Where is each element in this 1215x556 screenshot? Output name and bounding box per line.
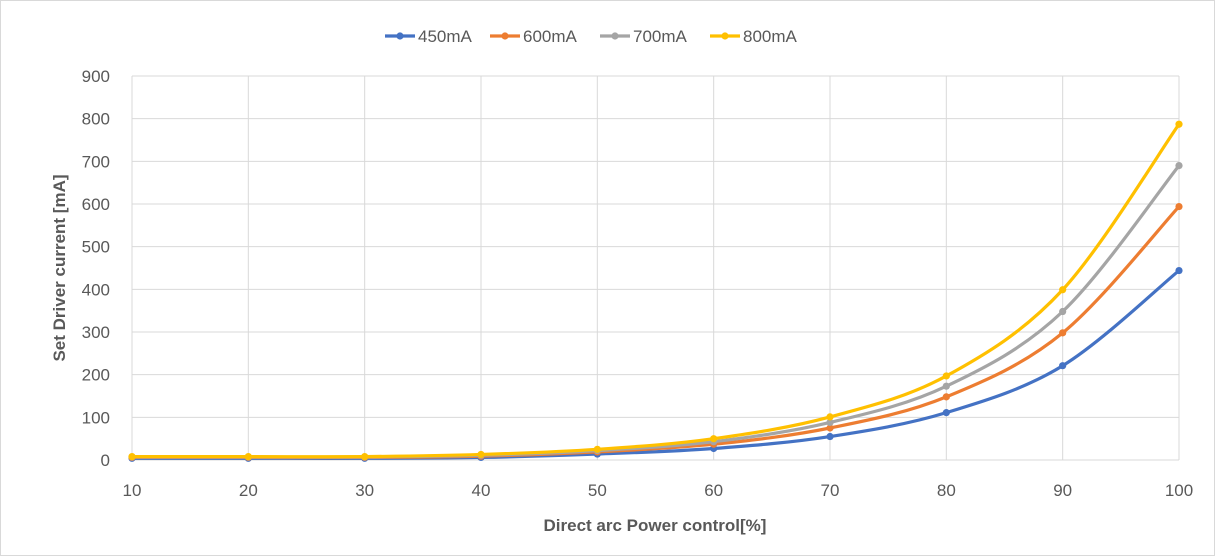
series-lines: [128, 120, 1183, 462]
series-800mA: [128, 120, 1183, 461]
data-point: [1175, 266, 1183, 275]
legend: 450mA 600mA 700mA 800mA: [385, 27, 798, 46]
data-point: [1059, 307, 1067, 316]
y-tick-label: 500: [82, 238, 110, 257]
data-point: [244, 452, 252, 461]
series-line: [130, 268, 1181, 460]
x-tick-label: 80: [937, 481, 956, 500]
x-tick-label: 70: [821, 481, 840, 500]
y-tick-label: 300: [82, 323, 110, 342]
y-tick-label: 200: [82, 366, 110, 385]
legend-item: 450mA: [385, 27, 473, 46]
data-point: [1175, 202, 1183, 211]
legend-item: 700mA: [600, 27, 688, 46]
x-tick-label: 40: [472, 481, 491, 500]
y-tick-label: 0: [101, 451, 110, 470]
legend-item: 600mA: [490, 27, 578, 46]
x-tick-label: 20: [239, 481, 258, 500]
y-tick-label: 100: [82, 408, 110, 427]
data-point: [942, 372, 950, 380]
data-point: [1059, 286, 1067, 294]
legend-marker: [611, 32, 619, 40]
legend-marker: [501, 32, 509, 40]
x-tick-label: 50: [588, 481, 607, 500]
legend-label: 800mA: [743, 27, 798, 46]
data-point: [826, 413, 834, 421]
x-tick-label: 30: [355, 481, 374, 500]
legend-label: 450mA: [418, 27, 473, 46]
series-line: [130, 122, 1181, 459]
series-700mA: [128, 162, 1183, 461]
legend-item: 800mA: [710, 27, 798, 46]
data-point: [942, 393, 950, 401]
data-point: [826, 432, 834, 441]
x-axis-title: Direct arc Power control[%]: [544, 516, 767, 535]
data-point: [1059, 329, 1067, 337]
legend-marker: [396, 32, 404, 40]
data-point: [128, 452, 136, 461]
x-tick-label: 90: [1053, 481, 1072, 500]
data-point: [710, 435, 718, 443]
x-tick-label: 100: [1165, 481, 1193, 500]
y-axis-tick-labels: 0 100 200 300 400 500 600 700 800 900: [82, 67, 110, 470]
data-point: [826, 418, 834, 427]
data-point: [593, 445, 601, 453]
series-450mA: [128, 266, 1183, 462]
x-axis-tick-labels: 10 20 30 40 50 60 70 80 90 100: [123, 481, 1194, 500]
y-tick-label: 800: [82, 110, 110, 129]
data-point: [361, 452, 369, 461]
x-tick-label: 60: [704, 481, 723, 500]
data-point: [477, 450, 485, 459]
data-point: [1175, 162, 1183, 170]
y-tick-label: 900: [82, 67, 110, 86]
y-tick-label: 400: [82, 280, 110, 299]
y-tick-label: 700: [82, 152, 110, 171]
data-point: [1175, 120, 1183, 128]
series-line: [130, 164, 1181, 459]
data-point: [942, 409, 950, 417]
data-point: [826, 424, 834, 432]
legend-label: 700mA: [633, 27, 688, 46]
gridlines: [131, 75, 1180, 461]
legend-label: 600mA: [523, 27, 578, 46]
x-tick-label: 10: [123, 481, 142, 500]
data-point: [1059, 362, 1067, 370]
y-axis-title: Set Driver current [mA]: [50, 174, 69, 361]
legend-marker: [721, 32, 729, 40]
data-point: [942, 382, 950, 390]
y-tick-label: 600: [82, 195, 110, 214]
